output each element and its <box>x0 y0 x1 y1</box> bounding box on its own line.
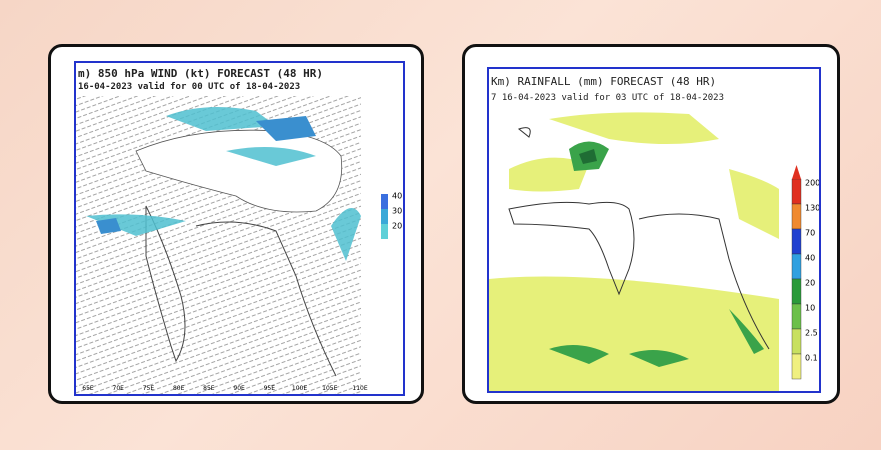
colorbar-label: 130 <box>805 204 819 213</box>
colorbar-swatch <box>791 353 802 380</box>
rain-field: 200 130 70 40 20 10 2.5 0.1 <box>489 109 819 391</box>
longitude-label: 65E <box>82 385 94 392</box>
colorbar-label: 2.5 <box>805 329 818 338</box>
longitude-label: 90E <box>233 385 245 392</box>
wind-panel: m) 850 hPa WIND (kt) FORECAST (48 HR) 16… <box>48 44 424 404</box>
colorbar-label: 0.1 <box>805 354 818 363</box>
longitude-label: 110E <box>352 385 367 392</box>
colorbar-label: 30 <box>392 207 402 216</box>
longitude-label: 105E <box>322 385 337 392</box>
longitude-label: 70E <box>113 385 125 392</box>
rain-map: Km) RAINFALL (mm) FORECAST (48 HR) 7 16-… <box>487 67 821 393</box>
colorbar-swatch <box>791 203 802 230</box>
map-subtitle: 7 16-04-2023 valid for 03 UTC of 18-04-2… <box>491 93 724 103</box>
colorbar-label: 200 <box>805 179 819 188</box>
longitude-label: 80E <box>173 385 185 392</box>
map-title: m) 850 hPa WIND (kt) FORECAST (48 HR) <box>78 67 324 80</box>
colorbar-label: 20 <box>392 222 402 231</box>
colorbar-swatch <box>791 303 802 330</box>
colorbar-30 <box>381 209 388 224</box>
longitude-label: 100E <box>292 385 307 392</box>
colorbar-label: 10 <box>805 304 815 313</box>
colorbar-swatch <box>791 328 802 355</box>
colorbar-arrow <box>792 165 801 179</box>
colorbar-20 <box>381 224 388 239</box>
colorbar-swatch <box>791 228 802 255</box>
longitude-label: 95E <box>264 385 276 392</box>
colorbar-label: 40 <box>392 192 402 201</box>
longitude-label: 85E <box>203 385 215 392</box>
colorbar-label: 20 <box>805 279 815 288</box>
colorbar-label: 70 <box>805 229 815 238</box>
longitude-label: 75E <box>143 385 155 392</box>
wind-map: m) 850 hPa WIND (kt) FORECAST (48 HR) 16… <box>74 61 405 396</box>
colorbar-swatch <box>791 253 802 280</box>
rain-panel: Km) RAINFALL (mm) FORECAST (48 HR) 7 16-… <box>462 44 840 404</box>
colorbar-40 <box>381 194 388 209</box>
wind-field: 40 30 20 65E 70E 75E 80E 85E 90E 95E 100E 105E 110E <box>76 96 402 394</box>
map-subtitle: 16-04-2023 valid for 00 UTC of 18-04-202… <box>78 82 301 92</box>
colorbar-swatch <box>791 278 802 305</box>
map-title: Km) RAINFALL (mm) FORECAST (48 HR) <box>491 75 717 88</box>
colorbar-label: 40 <box>805 254 815 263</box>
colorbar-swatch <box>791 178 802 205</box>
